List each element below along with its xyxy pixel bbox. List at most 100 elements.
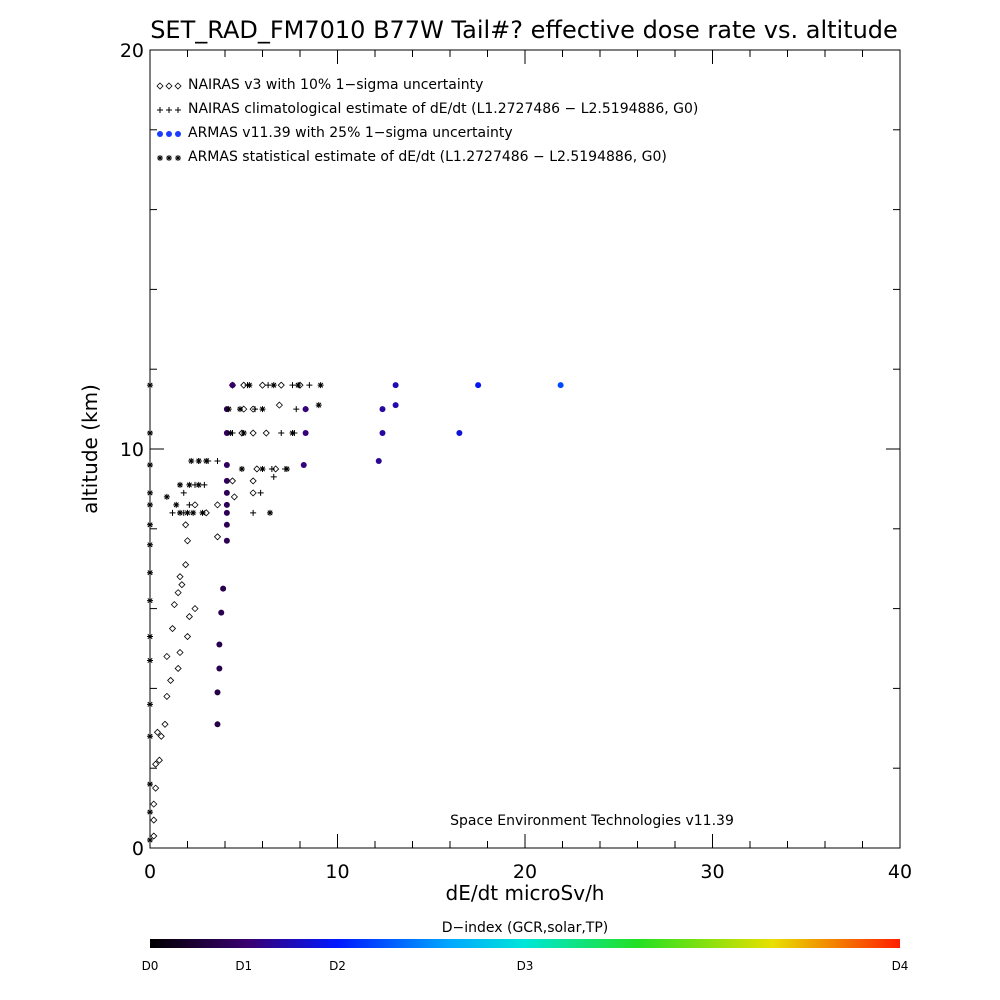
data-point [188, 457, 195, 464]
data-point [152, 760, 160, 768]
series-diamond [150, 381, 304, 840]
data-point [275, 401, 283, 409]
data-point [183, 537, 192, 545]
data-point [250, 509, 257, 516]
data-point [456, 430, 463, 437]
data-point [147, 521, 153, 528]
legend-label: NAIRAS v3 with 10% 1−sigma uncertainty [188, 77, 483, 93]
axis-ticks [149, 49, 901, 849]
data-point [223, 501, 230, 508]
y-tick-label: 20 [120, 40, 144, 62]
x-tick-label: 10 [325, 861, 349, 883]
data-point [163, 692, 171, 700]
data-point [270, 382, 277, 389]
data-point [259, 406, 266, 413]
data-point [253, 465, 261, 473]
data-point [186, 481, 193, 488]
x-tick-labels: 0 10 20 30 40 [144, 861, 912, 883]
data-point [249, 489, 257, 497]
data-point [283, 465, 290, 472]
data-point [278, 430, 285, 437]
data-point [177, 481, 183, 488]
legend: NAIRAS v3 with 10% 1−sigma uncertainty NA… [156, 77, 698, 165]
legend-symbol-plus [157, 107, 163, 113]
data-point [176, 573, 184, 581]
data-point [289, 382, 296, 389]
data-point [147, 657, 153, 664]
data-point [240, 430, 247, 437]
data-point [379, 430, 386, 437]
colorbar-label: D4 [892, 959, 909, 973]
data-point [183, 632, 192, 641]
data-point [238, 465, 245, 472]
data-point [223, 489, 230, 496]
data-point [191, 605, 199, 613]
data-point [147, 501, 153, 508]
data-point [190, 509, 197, 516]
colorbar-label: D2 [329, 959, 346, 973]
colorbar-label: D0 [142, 959, 159, 973]
legend-label: ARMAS statistical estimate of dE/dt (L1.… [188, 149, 667, 165]
data-point [201, 481, 208, 488]
data-point [262, 429, 270, 437]
data-point [295, 382, 302, 389]
y-axis-label: altitude (km) [78, 384, 102, 514]
data-point [191, 501, 199, 509]
data-point [270, 473, 277, 480]
data-point [147, 541, 153, 548]
data-point [185, 613, 193, 621]
data-point [147, 597, 153, 604]
data-point [213, 533, 222, 541]
legend-symbol-dot [166, 131, 172, 137]
x-tick-label: 20 [513, 861, 537, 883]
data-point [302, 430, 309, 437]
legend-label: ARMAS v11.39 with 25% 1−sigma uncertaint… [188, 125, 513, 141]
x-tick-label: 40 [888, 861, 912, 883]
data-point [147, 701, 153, 708]
data-point [240, 381, 248, 389]
legend-symbol-diamond [174, 82, 182, 90]
data-point [147, 430, 153, 437]
data-point [147, 461, 153, 468]
data-point [268, 465, 275, 472]
data-point [257, 489, 264, 496]
data-point [293, 406, 300, 413]
data-point [202, 509, 210, 517]
data-point [223, 461, 230, 468]
data-point [147, 781, 153, 788]
legend-symbol-asterisk [175, 155, 181, 161]
data-point [167, 676, 175, 684]
data-point [317, 382, 324, 389]
data-point [306, 382, 313, 389]
data-point [155, 756, 163, 764]
data-point [147, 837, 153, 844]
data-point [150, 800, 158, 808]
data-point [258, 381, 267, 389]
data-point [223, 537, 230, 544]
data-point [170, 601, 178, 609]
legend-label: NAIRAS climatological estimate of dE/dt … [188, 101, 698, 117]
legend-symbol-dot [175, 131, 181, 137]
x-tick-label: 0 [144, 861, 156, 883]
legend-symbol-asterisk [157, 155, 163, 161]
data-point [147, 489, 153, 496]
legend-symbol-diamond [156, 82, 164, 90]
data-point [379, 406, 386, 413]
colorbar-label: D3 [517, 959, 534, 973]
data-point [223, 477, 230, 484]
data-point [147, 382, 153, 389]
data-point [218, 609, 225, 616]
data-point [169, 509, 176, 516]
x-tick-label: 30 [700, 861, 724, 883]
legend-symbol-plus [175, 107, 181, 113]
y-tick-label: 10 [120, 439, 144, 461]
plot-frame [149, 49, 901, 849]
legend-symbol-diamond [165, 82, 173, 90]
colorbar-labels: D0 D1 D2 D3 D4 [142, 959, 909, 973]
data-point [214, 689, 221, 696]
data-point [229, 382, 236, 389]
data-point [168, 624, 177, 633]
credit-label: Space Environment Technologies v11.39 [450, 813, 734, 829]
data-point [240, 405, 248, 413]
